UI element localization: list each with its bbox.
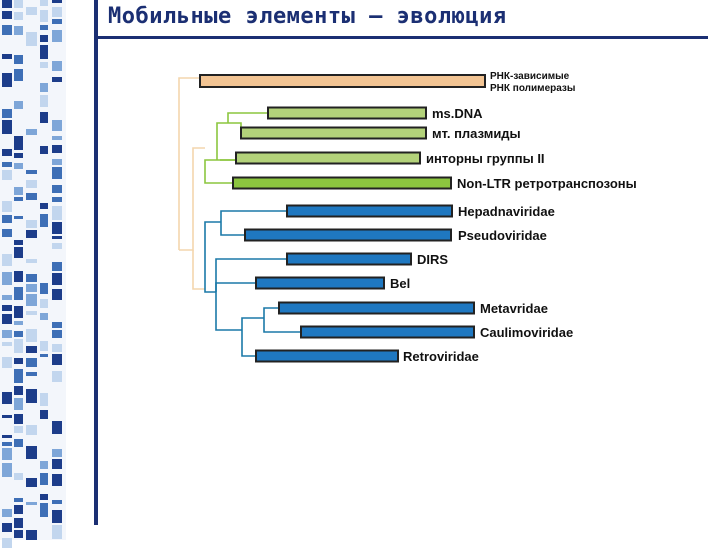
branch-root-upper — [178, 77, 200, 250]
taxon-bar-rdrp — [199, 74, 486, 88]
taxon-label-msdna: ms.DNA — [432, 106, 483, 121]
taxon-label-caulimoviridae: Caulimoviridae — [480, 325, 573, 340]
taxon-label-dirs: DIRS — [417, 252, 448, 267]
taxon-bar-metaviridae — [278, 301, 475, 315]
taxon-bar-hepadnaviridae — [286, 204, 453, 218]
taxon-label-bel: Bel — [390, 276, 410, 291]
branch-green-base — [204, 159, 236, 184]
taxon-label-retroviridae: Retroviridae — [403, 349, 479, 364]
taxon-bar-caulimoviridae — [300, 325, 475, 339]
branch-blue-lower — [204, 289, 216, 293]
taxon-bar-retroviridae — [255, 349, 399, 363]
branch-blue-meta-inner — [241, 317, 264, 330]
branch-blue-caulimo — [263, 318, 301, 333]
taxon-bar-pseudoviridae — [244, 228, 452, 242]
taxon-bar-group-ii-introns — [235, 151, 421, 165]
taxon-bar-dirs — [286, 252, 412, 266]
branch-blue-bel — [215, 282, 256, 292]
taxon-bar-non-ltr — [232, 176, 452, 190]
branch-blue-meta-group — [215, 292, 242, 331]
branch-blue-hepadna — [220, 210, 287, 222]
taxon-bar-mt-plasmids — [240, 126, 427, 140]
branch-blue-metaviridae — [263, 307, 279, 318]
branch-green-msdna — [227, 112, 268, 123]
vertical-divider — [94, 0, 98, 525]
dna-barcode-strip — [0, 0, 66, 548]
taxon-label-group-ii-introns: инторны группы II — [426, 151, 545, 166]
taxon-label-pseudoviridae: Pseudoviridae — [458, 228, 547, 243]
page-title: Мобильные элементы – эволюция — [108, 4, 507, 29]
branch-blue-dirs — [215, 258, 287, 292]
taxon-label-metaviridae: Metavridae — [480, 301, 548, 316]
taxon-bar-bel — [255, 276, 385, 290]
branch-root-to-blue — [192, 250, 205, 290]
taxon-label-hepadnaviridae: Hepadnaviridae — [458, 204, 555, 219]
taxon-bar-msdna — [267, 106, 427, 120]
taxon-label-rdrp-line2: РНК полимеразы — [490, 83, 575, 94]
branch-blue-pseudo — [220, 222, 245, 236]
branch-blue-retro — [241, 330, 256, 357]
taxon-label-non-ltr: Non-LTR ретротранспозоны — [457, 176, 637, 191]
taxon-label-rdrp-line1: РНК-зависимые — [490, 71, 570, 82]
title-underline — [98, 36, 708, 39]
branch-root-to-green — [179, 147, 205, 251]
branch-blue-base — [204, 221, 221, 289]
taxon-label-mt-plasmids: мт. плазмиды — [432, 126, 521, 141]
